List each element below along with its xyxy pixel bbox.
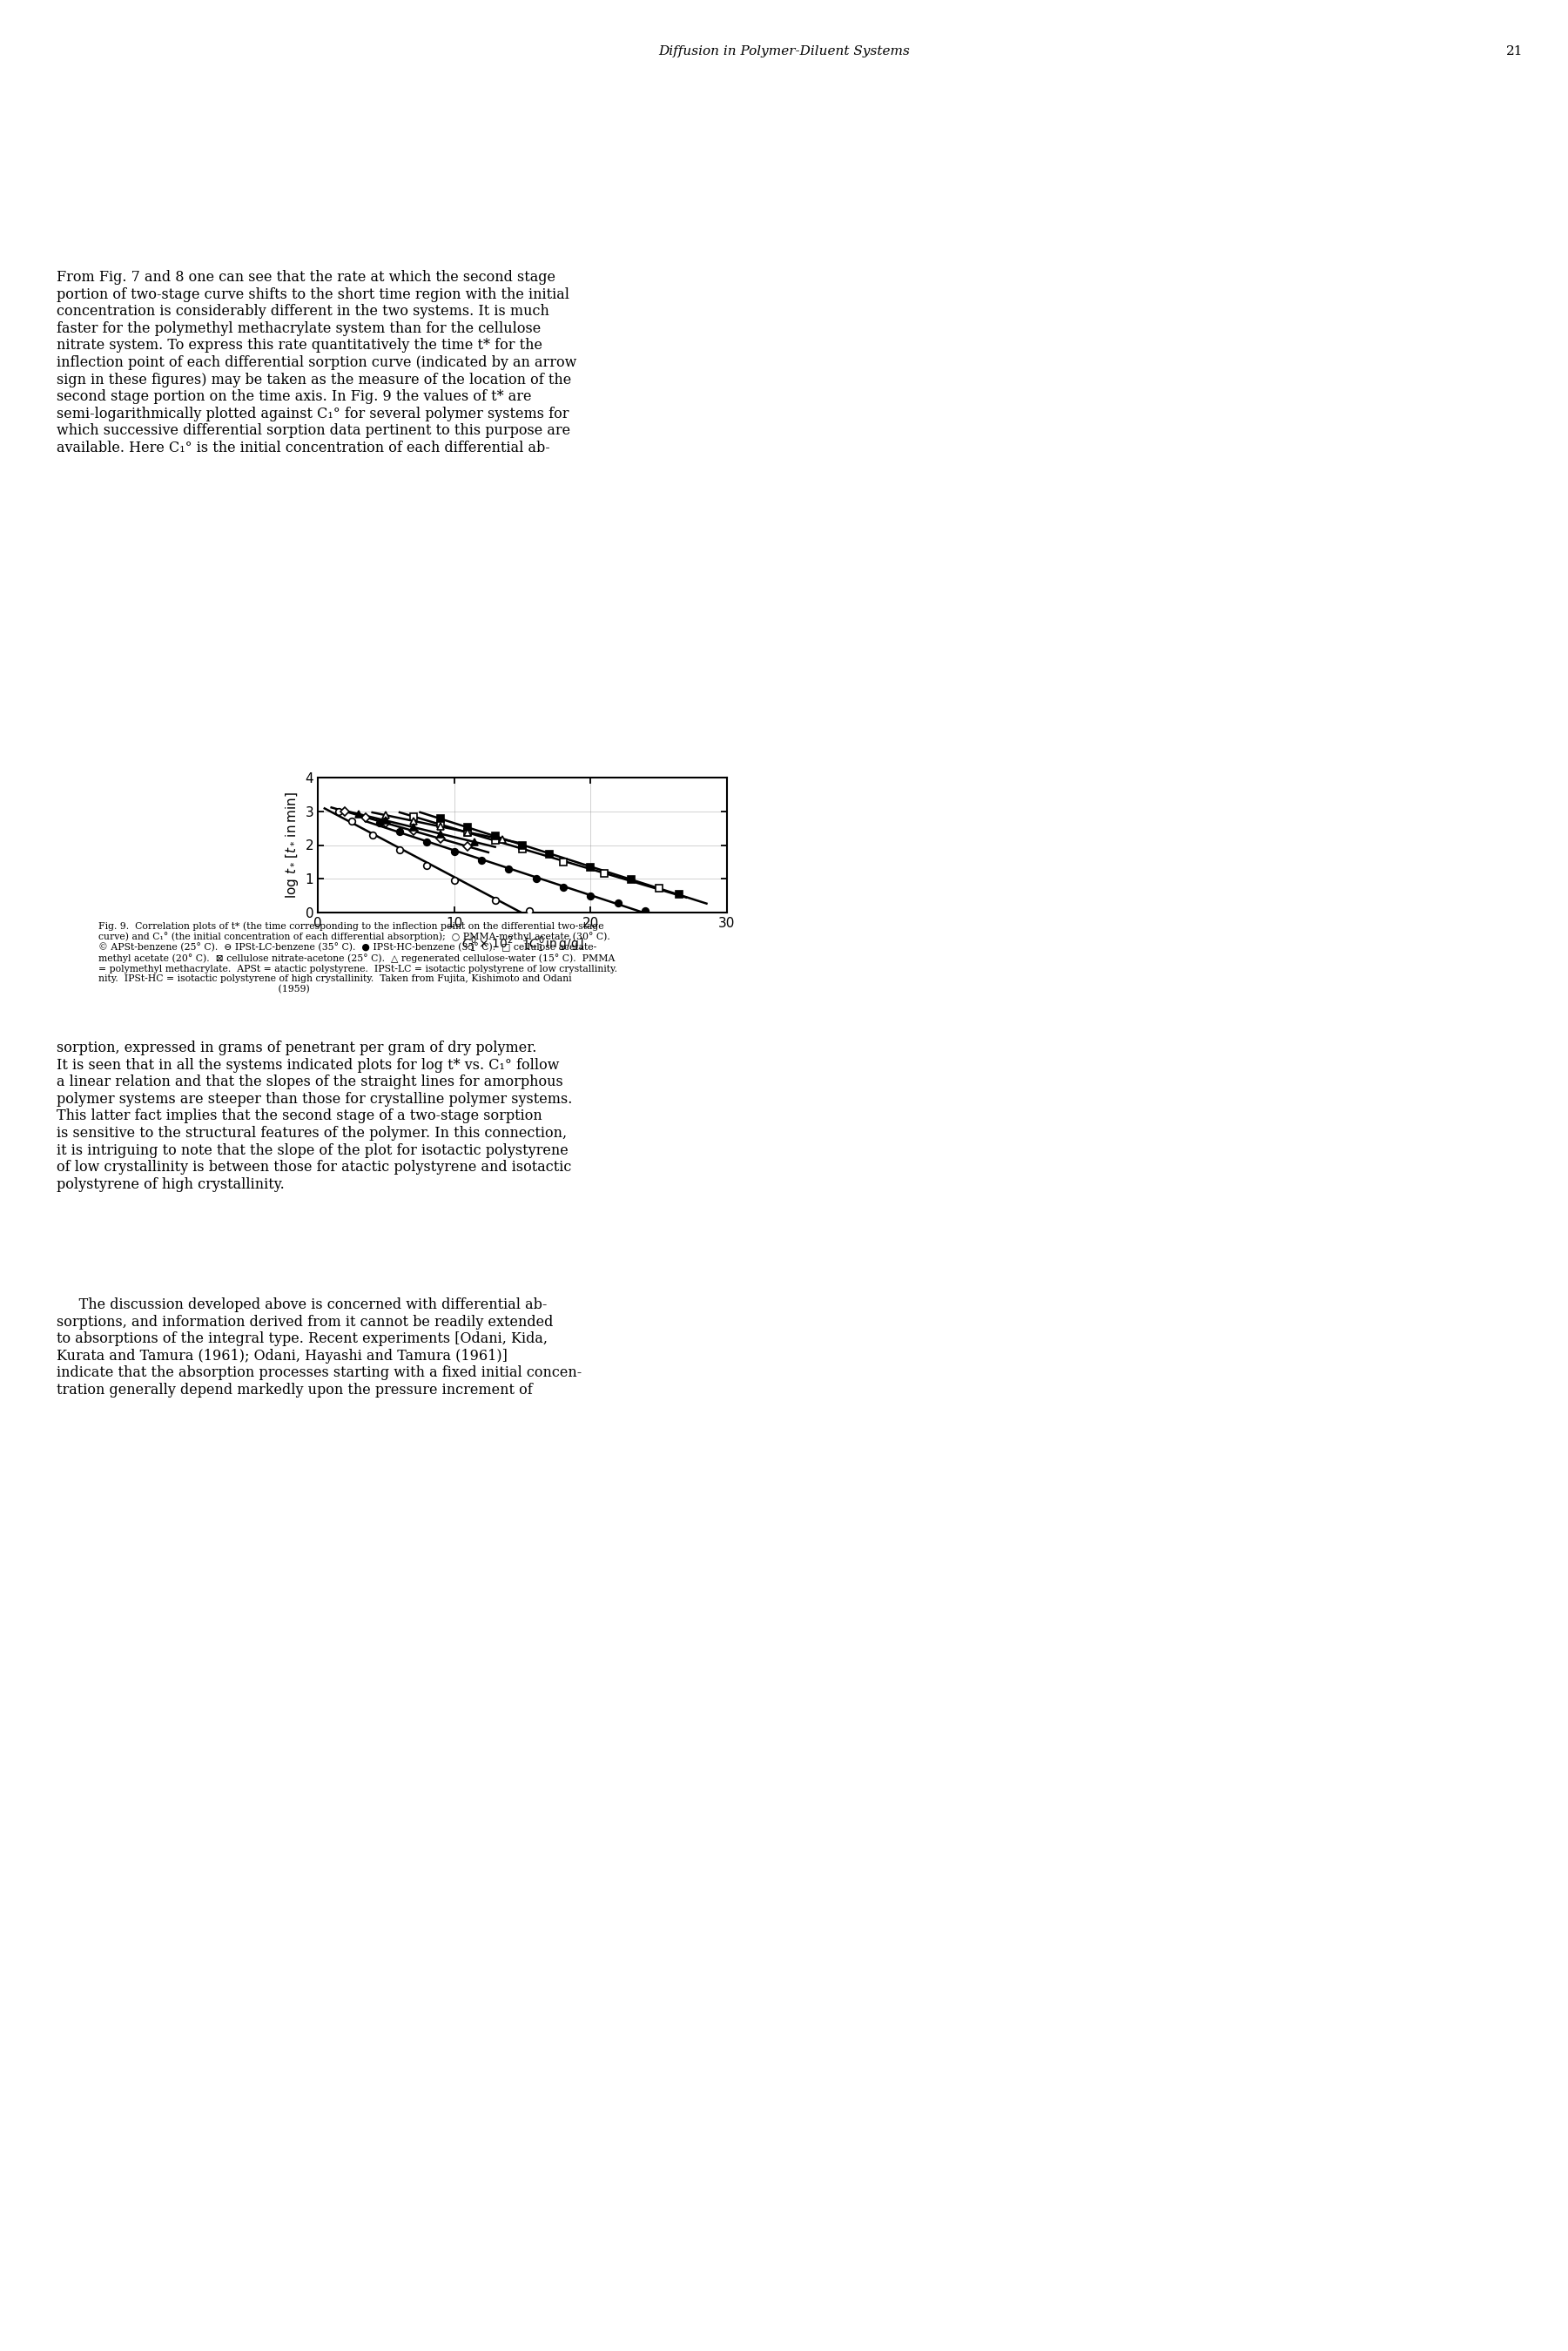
Text: sorption, expressed in grams of penetrant per gram of dry polymer.
It is seen th: sorption, expressed in grams of penetran…	[56, 1041, 572, 1192]
Text: Diffusion in Polymer-Diluent Systems: Diffusion in Polymer-Diluent Systems	[659, 45, 909, 56]
Text: The discussion developed above is concerned with differential ab-
sorptions, and: The discussion developed above is concer…	[56, 1298, 582, 1396]
Text: Fig. 9.  Correlation plots of t* (the time corresponding to the inflection point: Fig. 9. Correlation plots of t* (the tim…	[99, 922, 618, 994]
Text: From Fig. 7 and 8 one can see that the rate at which the second stage
portion of: From Fig. 7 and 8 one can see that the r…	[56, 270, 577, 456]
X-axis label: $C_1^0\times 10^2\quad[C_1^0\,\mathrm{in\,g/g}]$: $C_1^0\times 10^2\quad[C_1^0\,\mathrm{in…	[461, 936, 583, 955]
Y-axis label: $\log\,t_*\,[t_*\,\mathrm{in\,min}]$: $\log\,t_*\,[t_*\,\mathrm{in\,min}]$	[284, 792, 299, 898]
Text: 21: 21	[1507, 45, 1523, 56]
